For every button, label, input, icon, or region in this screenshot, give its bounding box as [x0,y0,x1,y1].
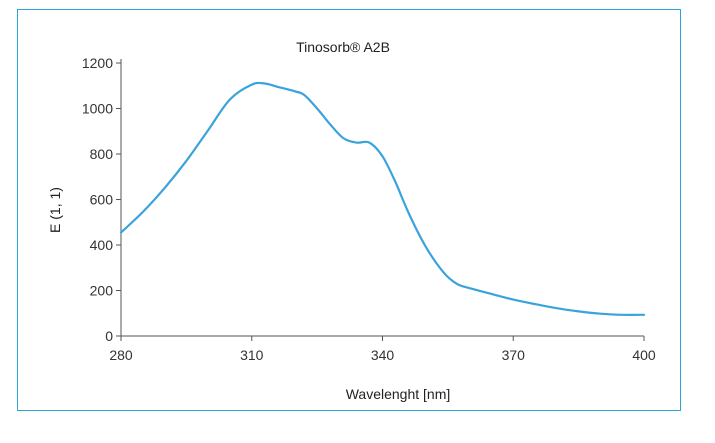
x-tick-label: 310 [240,347,264,363]
chart-title: Tinosorb® A2B [296,39,390,55]
y-tick-label: 1200 [82,55,113,71]
x-axis-title: Wavelenght [nm] [346,386,451,402]
y-tick-label: 400 [90,237,114,253]
chart-frame: Tinosorb® A2B E (1, 1) Wavelenght [nm] 0… [17,9,681,411]
chart-svg: Tinosorb® A2B E (1, 1) Wavelenght [nm] 0… [47,39,656,402]
x-tick-label: 340 [371,347,395,363]
y-tick-label: 600 [90,192,114,208]
y-tick-label: 0 [105,328,113,344]
y-tick-label: 1000 [82,101,113,117]
y-tick-label: 200 [90,283,114,299]
y-ticks: 0 200 400 600 800 1000 1200 [82,55,121,344]
y-axis-title: E (1, 1) [47,187,63,233]
x-tick-label: 370 [502,347,526,363]
y-tick-label: 800 [90,146,114,162]
x-tick-label: 280 [109,347,133,363]
series-line [119,81,646,316]
x-ticks: 280 310 340 370 400 [109,336,656,363]
x-tick-label: 400 [632,347,656,363]
